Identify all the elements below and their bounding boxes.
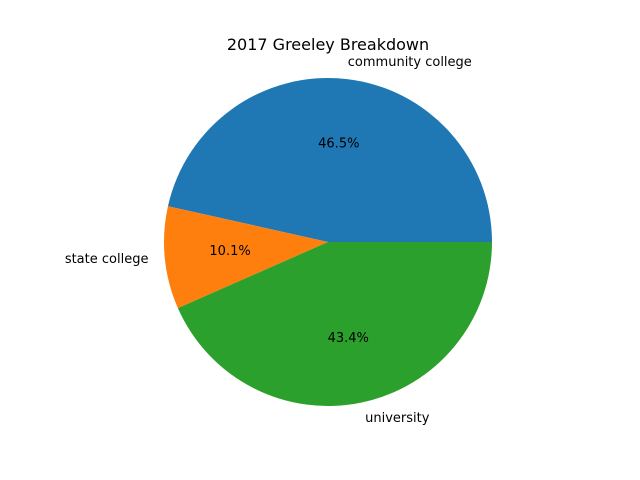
pie-slice-community-college (167, 77, 492, 243)
pct-label: 46.5% (318, 137, 359, 152)
pct-label: 43.4% (328, 331, 369, 346)
pie-slice-university (177, 242, 492, 407)
pie-labels: 46.5% community college 10.1% state college… (65, 55, 472, 426)
chart-title: 2017 Greeley Breakdown (227, 35, 429, 54)
slice-label: university (365, 411, 430, 426)
pie-slices (163, 77, 492, 407)
pct-label: 10.1% (209, 244, 250, 259)
slice-label: state college (65, 252, 149, 267)
slice-label: community college (348, 55, 472, 70)
pie-slice-state-college (163, 206, 328, 309)
